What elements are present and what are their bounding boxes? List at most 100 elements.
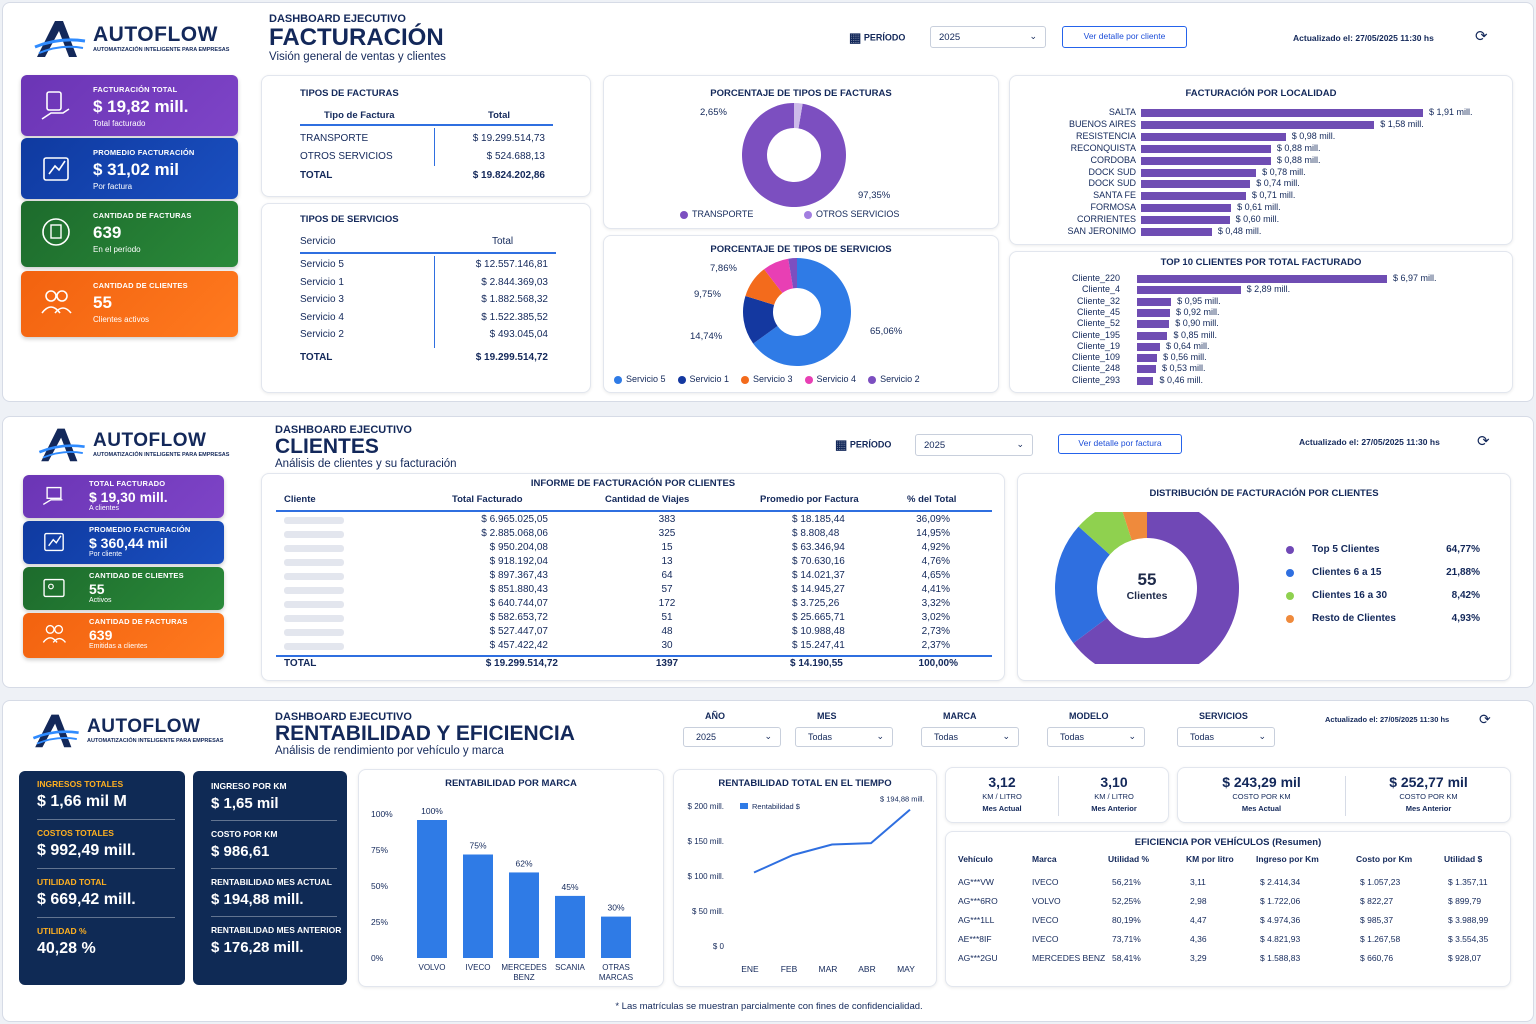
bar: [1137, 331, 1168, 340]
table-cell: $ 1.588,83: [1260, 953, 1301, 963]
refresh-icon[interactable]: ⟳: [1475, 28, 1488, 45]
table-cell: $ 70.630,16: [792, 556, 845, 567]
refresh-icon[interactable]: ⟳: [1479, 711, 1491, 727]
table-cell: $ 527.447,07: [489, 626, 548, 637]
localidad-card: FACTURACIÓN POR LOCALIDAD SALTA $ 1,91 mi…: [1009, 75, 1513, 245]
table-cell: Servicio 3: [300, 294, 344, 306]
bar-value-label: $ 0,85 mill.: [1173, 329, 1218, 340]
filter-select[interactable]: Todas ⌄: [1177, 727, 1275, 747]
x-tick-label: MAY: [897, 964, 915, 974]
top10-card: TOP 10 CLIENTES POR TOTAL FACTURADO Clie…: [1009, 251, 1513, 393]
pie-facturas-card: PORCENTAJE DE TIPOS DE FACTURAS 2,65% 97…: [603, 75, 999, 229]
table-cell: $ 985,37: [1360, 915, 1394, 925]
kpi-facturacion-total: FACTURACIÓN TOTAL $ 19,82 mill. Total fact…: [21, 75, 238, 136]
table-cell: $ 2.844.369,03: [481, 276, 548, 288]
chevron-down-icon: ⌄: [1016, 439, 1024, 449]
table-cell: $ 950.204,08: [489, 542, 548, 553]
brand-name: AUTOFLOW: [93, 430, 207, 451]
filter-select[interactable]: 2025 ⌄: [683, 727, 781, 747]
period-select[interactable]: 2025 ⌄: [930, 26, 1046, 48]
x-tick-label: BENZ: [513, 973, 534, 982]
detail-by-client-button[interactable]: Ver detalle por cliente: [1062, 26, 1187, 48]
table-cell: 36,09%: [916, 514, 950, 525]
bar: [417, 820, 447, 958]
table-cell: 3,29: [1190, 953, 1207, 963]
bar-category-label: SANTA FE: [1093, 190, 1136, 201]
table-cell: 64: [661, 570, 673, 581]
card-title: FACTURACIÓN POR LOCALIDAD: [1185, 88, 1337, 99]
table-cell: $ 25.665,71: [792, 612, 845, 623]
dashboard-sup: DASHBOARD EJECUTIVO: [275, 424, 412, 436]
tipos-facturas-card: TIPOS DE FACTURAS Tipo de Factura Total …: [261, 75, 591, 197]
table-header: Marca: [1032, 854, 1057, 864]
bar-category-label: Cliente_195: [1071, 329, 1120, 340]
bar-category-label: Cliente_220: [1071, 273, 1120, 283]
bar-category-label: CORRIENTES: [1076, 214, 1136, 225]
bar: [1141, 156, 1271, 165]
brand-tagline: AUTOMATIZACIÓN INTELIGENTE PARA EMPRESAS: [93, 47, 230, 53]
x-tick-label: FEB: [781, 964, 798, 974]
kpi-value: 3,10: [1100, 774, 1128, 790]
bar-value-label: $ 1,58 mill.: [1380, 118, 1424, 129]
table-cell: $ 1.522.385,52: [481, 311, 548, 323]
bar-category-label: Cliente_248: [1071, 363, 1120, 374]
kpi-label: COSTO POR KM: [1232, 792, 1291, 801]
period-select[interactable]: 2025 ⌄: [915, 434, 1033, 456]
filter-select[interactable]: Todas ⌄: [1047, 727, 1145, 747]
kpi-period: Mes Actual: [1241, 804, 1282, 813]
efficiency-kpi: 3,12 KM / LITRO Mes Actual: [946, 774, 1058, 813]
efficiency-kpi: $ 252,77 mil COSTO POR KM Mes Anterior: [1345, 774, 1512, 813]
legend-item: Servicio 4: [804, 374, 856, 384]
table-total-label: TOTAL: [300, 352, 333, 363]
table-cell: 4,65%: [921, 570, 950, 581]
x-tick-label: SCANIA: [555, 963, 585, 972]
client-doc-icon: [43, 578, 65, 598]
legend-item: Servicio 1: [677, 374, 729, 384]
bar-category-label: Cliente_45: [1076, 306, 1120, 317]
page-title: CLIENTES: [275, 435, 379, 458]
legend-swatch: [740, 803, 748, 809]
brand-tagline: AUTOMATIZACIÓN INTELIGENTE PARA EMPRESAS: [93, 452, 230, 458]
filter-select[interactable]: Todas ⌄: [921, 727, 1019, 747]
table-total-value: 100,00%: [918, 658, 958, 669]
redacted-client-name: [284, 545, 344, 552]
kpi-period: Mes Actual: [982, 804, 1022, 813]
brand-name: AUTOFLOW: [93, 23, 218, 46]
table-cell: 4,36: [1190, 934, 1207, 944]
table-cell: 52,25%: [1112, 896, 1141, 906]
refresh-icon[interactable]: ⟳: [1477, 433, 1490, 450]
users-icon: [41, 290, 72, 314]
y-tick-label: $ 100 mill.: [688, 872, 724, 881]
bar-value-label: $ 0,88 mill.: [1276, 154, 1321, 165]
table-cell: AE***8IF: [958, 934, 992, 944]
table-cell: $ 897.367,43: [489, 570, 548, 581]
kpi-period: Mes Anterior: [1091, 804, 1137, 813]
redacted-client-name: [284, 601, 344, 608]
card-title: TOP 10 CLIENTES POR TOTAL FACTURADO: [1160, 257, 1362, 268]
table-cell: $ 822,27: [1360, 896, 1394, 906]
donut-slice: [1055, 526, 1110, 644]
legend-swatch: [1286, 592, 1294, 600]
table-cell: 2,73%: [921, 626, 950, 637]
table-cell: AG***2GU: [958, 953, 998, 963]
donut-slice: [745, 269, 783, 305]
kpi-value: $ 243,29 mil: [1222, 774, 1301, 790]
bar-value-label: 75%: [469, 841, 486, 851]
bar: [1137, 354, 1158, 363]
bar-value-label: $ 0,56 mill.: [1163, 352, 1207, 363]
detail-by-invoice-button[interactable]: Ver detalle por factura: [1058, 434, 1182, 454]
table-cell: $ 851.880,43: [489, 584, 548, 595]
table-cell: 30: [661, 640, 673, 651]
table-header: % del Total: [907, 494, 957, 505]
kpi-value: $ 1,66 mil M: [37, 793, 127, 810]
kpi-value: $ 986,61: [211, 843, 270, 860]
page-subtitle: Visión general de ventas y clientes: [269, 51, 446, 63]
updated-at: Actualizado el: 27/05/2025 11:30 hs: [1293, 33, 1434, 43]
bar-value-label: $ 0,60 mill.: [1235, 214, 1280, 225]
table-cell: Servicio 5: [300, 259, 344, 270]
x-tick-label: VOLVO: [419, 963, 446, 972]
filter-select[interactable]: Todas ⌄: [795, 727, 893, 747]
autoflow-logo-icon: [38, 428, 85, 462]
table-cell: 58,41%: [1112, 953, 1141, 963]
bar-category-label: CORDOBA: [1090, 154, 1136, 165]
